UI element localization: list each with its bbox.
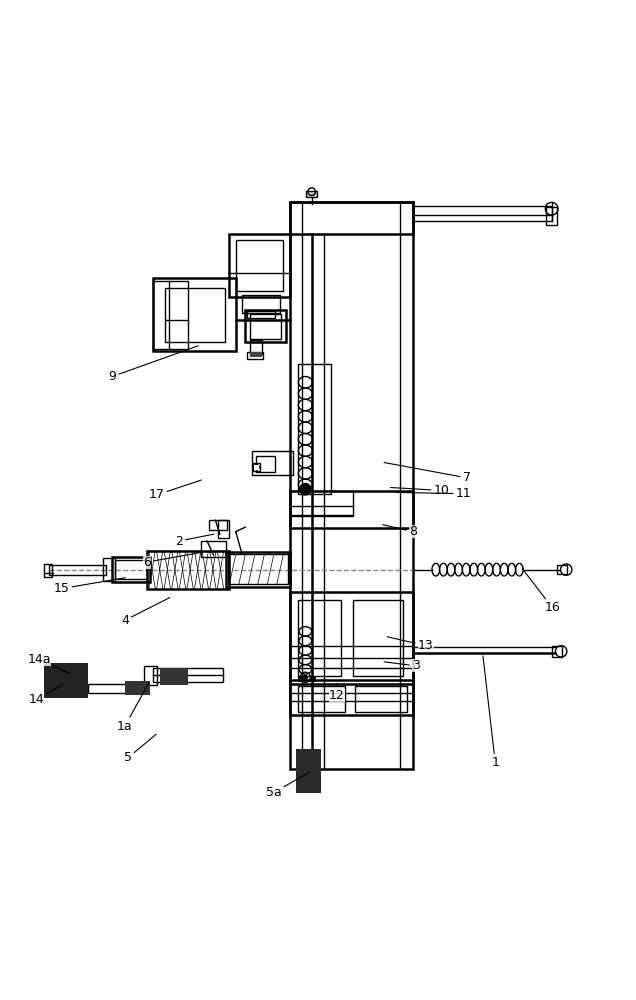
Bar bbox=[247, 311, 275, 318]
Bar bbox=[147, 551, 230, 589]
Bar bbox=[251, 451, 293, 475]
Text: 10: 10 bbox=[391, 484, 450, 497]
Bar bbox=[306, 191, 317, 197]
Bar bbox=[557, 565, 567, 574]
Bar bbox=[49, 565, 106, 575]
Text: 12: 12 bbox=[329, 683, 345, 702]
Text: 13: 13 bbox=[387, 637, 434, 652]
Bar bbox=[226, 552, 289, 587]
Bar bbox=[245, 310, 286, 342]
Bar bbox=[250, 314, 280, 339]
Bar bbox=[45, 564, 52, 577]
Circle shape bbox=[303, 675, 307, 679]
Text: 11: 11 bbox=[397, 487, 471, 500]
Bar bbox=[355, 686, 406, 712]
Bar bbox=[112, 557, 150, 582]
Bar bbox=[298, 686, 345, 712]
Text: 3: 3 bbox=[384, 659, 420, 672]
Bar bbox=[102, 558, 115, 581]
Bar bbox=[230, 234, 289, 297]
Bar bbox=[254, 465, 259, 470]
Bar bbox=[125, 681, 150, 695]
Text: 1: 1 bbox=[483, 656, 499, 769]
Bar bbox=[289, 491, 353, 516]
Bar bbox=[546, 207, 557, 225]
Bar bbox=[289, 202, 413, 234]
Circle shape bbox=[300, 484, 311, 495]
Bar bbox=[250, 340, 261, 354]
Bar bbox=[228, 554, 287, 584]
Text: 14a: 14a bbox=[27, 653, 69, 673]
Bar bbox=[413, 206, 552, 221]
Text: 6: 6 bbox=[143, 552, 201, 569]
Bar bbox=[296, 749, 321, 793]
Bar bbox=[250, 352, 261, 357]
Bar bbox=[115, 560, 147, 579]
Bar bbox=[153, 278, 236, 351]
Bar bbox=[45, 663, 88, 698]
Bar bbox=[218, 520, 230, 538]
Bar bbox=[289, 202, 413, 769]
Text: 17: 17 bbox=[149, 480, 202, 501]
Text: 5a: 5a bbox=[266, 772, 309, 799]
Text: 8: 8 bbox=[383, 525, 417, 538]
Bar bbox=[252, 463, 260, 471]
Bar bbox=[160, 668, 188, 685]
Text: 4: 4 bbox=[121, 598, 170, 627]
Bar bbox=[201, 541, 226, 557]
Bar bbox=[165, 288, 225, 342]
Bar bbox=[88, 684, 144, 693]
Bar bbox=[310, 676, 316, 682]
Bar bbox=[289, 680, 413, 715]
Text: 15: 15 bbox=[53, 578, 125, 595]
Text: 14: 14 bbox=[29, 685, 62, 706]
Bar bbox=[353, 600, 403, 676]
Bar bbox=[209, 520, 227, 530]
Bar bbox=[289, 491, 413, 528]
Text: 7: 7 bbox=[384, 463, 471, 484]
Bar bbox=[144, 666, 156, 685]
Bar bbox=[552, 646, 562, 657]
Bar bbox=[256, 456, 275, 472]
Bar bbox=[247, 352, 263, 359]
Text: 5: 5 bbox=[124, 734, 156, 764]
Bar bbox=[298, 600, 341, 676]
Text: 1a: 1a bbox=[117, 683, 149, 733]
Bar bbox=[298, 364, 331, 494]
Text: 9: 9 bbox=[108, 346, 198, 383]
Bar bbox=[242, 295, 280, 313]
Bar bbox=[289, 592, 413, 684]
Bar bbox=[153, 281, 188, 349]
Text: 2: 2 bbox=[175, 534, 214, 548]
Text: 16: 16 bbox=[522, 569, 560, 614]
Circle shape bbox=[254, 465, 259, 470]
Bar bbox=[298, 676, 304, 682]
Bar bbox=[236, 240, 283, 291]
Bar bbox=[153, 668, 223, 682]
